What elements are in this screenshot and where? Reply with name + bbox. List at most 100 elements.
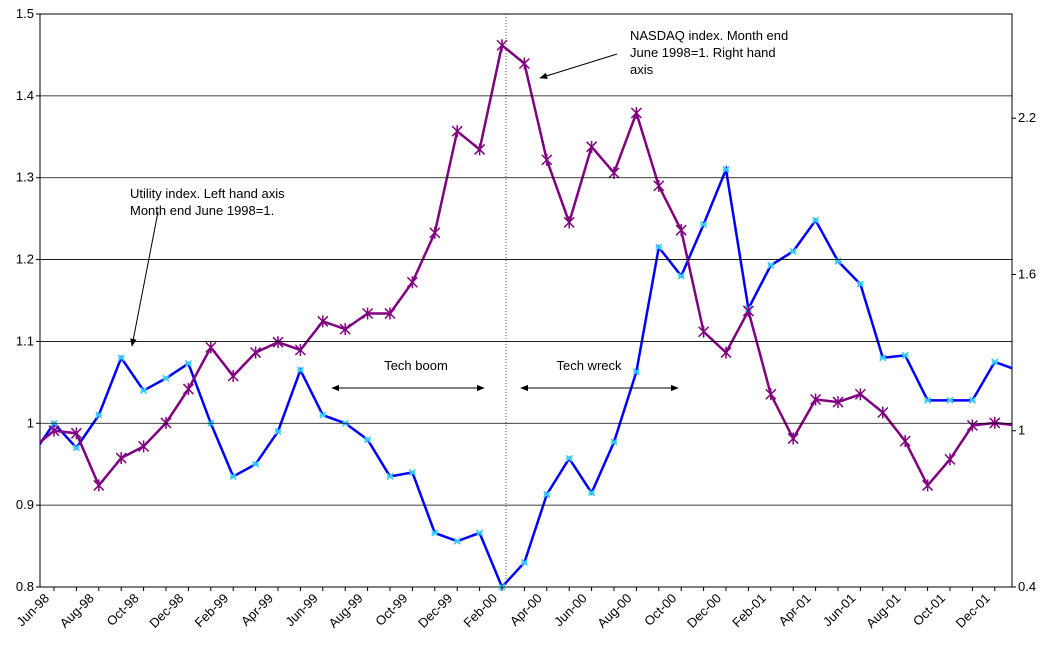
marker bbox=[586, 140, 598, 153]
marker bbox=[229, 472, 237, 481]
marker bbox=[789, 247, 797, 255]
marker bbox=[138, 440, 150, 453]
marker bbox=[362, 307, 374, 320]
marker bbox=[787, 432, 799, 445]
marker bbox=[205, 341, 217, 354]
y2-tick-label: 0.4 bbox=[1018, 579, 1036, 594]
marker bbox=[451, 125, 463, 138]
x-tick-label: Feb-99 bbox=[192, 591, 232, 631]
y-tick-label: 1.3 bbox=[16, 170, 34, 185]
x-tick-label: Oct-01 bbox=[910, 591, 948, 629]
marker bbox=[117, 354, 125, 362]
marker bbox=[339, 323, 351, 336]
y-tick-label: 0.9 bbox=[16, 497, 34, 512]
x-tick-label: Apr-99 bbox=[238, 591, 276, 629]
marker bbox=[677, 272, 685, 280]
marker bbox=[854, 388, 866, 401]
y-tick-label: 1.1 bbox=[16, 333, 34, 348]
marker bbox=[944, 453, 956, 466]
marker bbox=[406, 276, 418, 289]
x-tick-label: Aug-01 bbox=[863, 591, 903, 631]
marker bbox=[946, 396, 954, 404]
x-tick-label: Oct-00 bbox=[641, 591, 679, 629]
marker bbox=[698, 325, 710, 338]
x-tick-label: Aug-99 bbox=[325, 591, 365, 631]
marker bbox=[810, 393, 822, 406]
marker bbox=[431, 529, 439, 537]
marker bbox=[924, 396, 932, 404]
marker bbox=[767, 261, 775, 269]
marker bbox=[899, 435, 911, 448]
marker bbox=[294, 343, 306, 356]
marker bbox=[95, 411, 103, 419]
x-tick-label: Aug-00 bbox=[594, 591, 634, 631]
marker bbox=[520, 558, 528, 567]
arrow bbox=[539, 53, 618, 79]
marker bbox=[742, 304, 754, 317]
y-tick-label: 0.8 bbox=[16, 579, 34, 594]
marker bbox=[966, 419, 978, 432]
y-tick-label: 1.4 bbox=[16, 88, 34, 103]
plot bbox=[27, 39, 1020, 591]
marker bbox=[93, 479, 105, 492]
x-tick-label: Aug-98 bbox=[57, 591, 97, 631]
marker bbox=[184, 359, 192, 368]
marker bbox=[877, 406, 889, 419]
marker bbox=[610, 438, 618, 446]
marker bbox=[250, 346, 262, 359]
marker bbox=[429, 226, 441, 239]
x-tick-label: Dec-01 bbox=[953, 591, 993, 631]
x-tick-label: Dec-00 bbox=[684, 591, 724, 631]
marker bbox=[474, 143, 486, 156]
annotation: Utility index. Left hand axis bbox=[130, 186, 285, 201]
annotation: axis bbox=[630, 62, 654, 77]
marker bbox=[518, 57, 530, 70]
marker bbox=[453, 537, 461, 545]
marker bbox=[541, 153, 553, 166]
marker bbox=[408, 468, 416, 476]
annotation: Tech boom bbox=[384, 358, 448, 373]
marker bbox=[252, 460, 260, 468]
marker bbox=[765, 388, 777, 401]
y-tick-label: 1.2 bbox=[16, 252, 34, 267]
x-tick-label: Oct-98 bbox=[104, 591, 142, 629]
x-tick-label: Feb-00 bbox=[460, 591, 500, 631]
annotation: Month end June 1998=1. bbox=[130, 203, 274, 218]
x-tick-label: Jun-98 bbox=[13, 591, 52, 630]
marker bbox=[968, 396, 976, 404]
x-tick-label: Oct-99 bbox=[372, 591, 410, 629]
x-tick-label: Apr-00 bbox=[507, 591, 545, 629]
marker bbox=[48, 424, 60, 437]
marker bbox=[879, 354, 887, 362]
marker bbox=[29, 453, 35, 459]
x-tick-label: Jun-01 bbox=[820, 591, 859, 630]
marker bbox=[476, 529, 484, 537]
marker bbox=[27, 443, 37, 455]
marker bbox=[543, 490, 551, 499]
marker bbox=[296, 366, 304, 374]
marker bbox=[632, 368, 640, 376]
annotation: Tech wreck bbox=[556, 358, 622, 373]
marker bbox=[630, 106, 642, 119]
marker bbox=[563, 216, 575, 229]
marker bbox=[1014, 367, 1020, 373]
marker bbox=[588, 489, 596, 497]
marker bbox=[227, 370, 239, 383]
marker bbox=[272, 336, 284, 349]
x-tick-label: Jun-99 bbox=[282, 591, 321, 630]
marker bbox=[70, 427, 82, 440]
y2-tick-label: 1 bbox=[1018, 423, 1025, 438]
marker bbox=[140, 386, 148, 395]
marker bbox=[115, 452, 127, 465]
arrow bbox=[130, 211, 159, 347]
marker bbox=[162, 374, 170, 382]
x-tick-label: Apr-01 bbox=[776, 591, 814, 629]
marker bbox=[386, 472, 394, 481]
marker bbox=[832, 396, 844, 409]
marker bbox=[384, 307, 396, 320]
marker bbox=[991, 358, 999, 366]
marker bbox=[72, 444, 80, 452]
marker bbox=[364, 436, 372, 444]
series-line bbox=[40, 42, 1012, 488]
